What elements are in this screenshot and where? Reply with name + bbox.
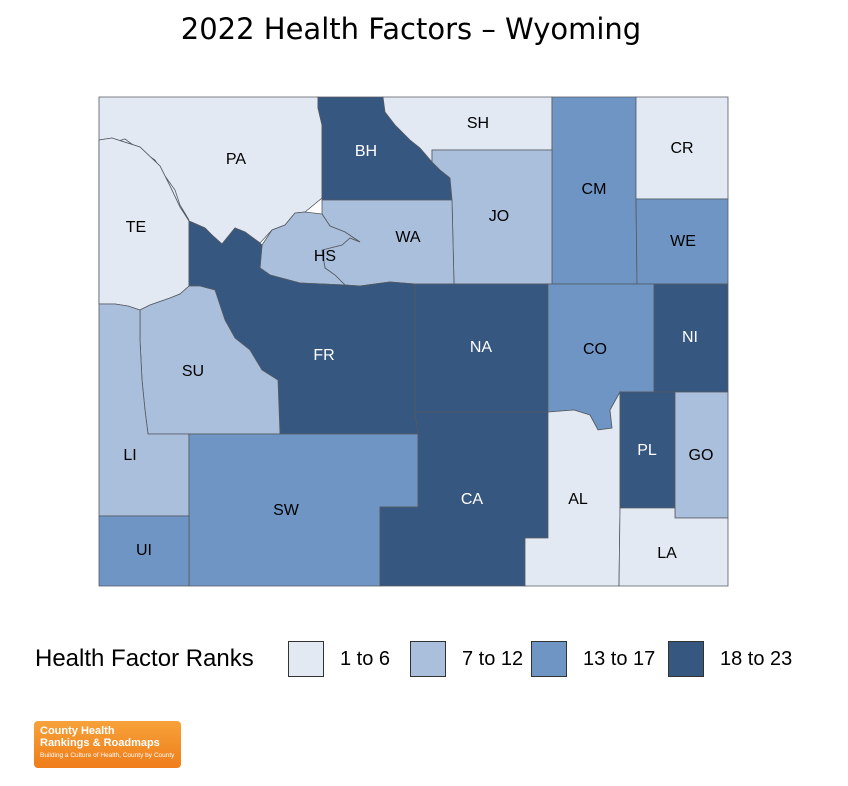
- county-label-na: NA: [470, 339, 493, 356]
- county-la: [618, 507, 729, 587]
- legend-label: 1 to 6: [340, 647, 391, 670]
- county-label-bh: BH: [355, 143, 377, 160]
- county-label-cm: CM: [582, 181, 607, 198]
- county-label-sh: SH: [467, 115, 489, 132]
- legend-label: 18 to 23: [720, 647, 793, 670]
- county-label-fr: FR: [313, 347, 334, 364]
- county-label-cr: CR: [670, 140, 693, 157]
- logo-line-1: County Health: [40, 725, 115, 737]
- legend-item-1-to-6: 1 to 6: [288, 640, 390, 678]
- county-label-co: CO: [583, 341, 607, 358]
- county-ui: [98, 515, 190, 587]
- county-label-sw: SW: [273, 502, 300, 519]
- county-label-pl: PL: [637, 442, 657, 459]
- legend-title: Health Factor Ranks: [35, 645, 254, 672]
- legend-swatch: [531, 641, 567, 677]
- county-label-al: AL: [568, 491, 588, 508]
- county-label-ui: UI: [136, 542, 152, 559]
- county-hs: [259, 211, 361, 286]
- county-label-we: WE: [670, 233, 696, 250]
- legend-swatch: [410, 641, 446, 677]
- county-label-su: SU: [182, 363, 204, 380]
- legend-label: 13 to 17: [583, 647, 656, 670]
- county-label-hs: HS: [314, 248, 336, 265]
- logo-line-2: Rankings & Roadmaps: [40, 737, 160, 749]
- county-label-te: TE: [126, 219, 146, 236]
- legend-label: 7 to 12: [462, 647, 524, 670]
- county-health-rankings-logo: County Health Rankings & Roadmaps Buildi…: [34, 721, 181, 768]
- map-title: 2022 Health Factors – Wyoming: [180, 12, 642, 46]
- county-label-ca: CA: [461, 491, 484, 508]
- logo-tagline: Building a Culture of Health, County by …: [40, 752, 175, 759]
- legend-item-7-to-12: 7 to 12: [410, 640, 523, 678]
- county-label-ni: NI: [682, 329, 698, 346]
- county-label-wa: WA: [395, 229, 421, 246]
- legend-swatch: [288, 641, 324, 677]
- county-label-li: LI: [123, 447, 136, 464]
- legend-item-13-to-17: 13 to 17: [531, 640, 655, 678]
- county-label-la: LA: [657, 545, 677, 562]
- county-label-go: GO: [689, 447, 714, 464]
- legend-item-18-to-23: 18 to 23: [668, 640, 792, 678]
- legend-swatch: [668, 641, 704, 677]
- county-label-pa: PA: [226, 151, 246, 168]
- county-label-jo: JO: [489, 208, 509, 225]
